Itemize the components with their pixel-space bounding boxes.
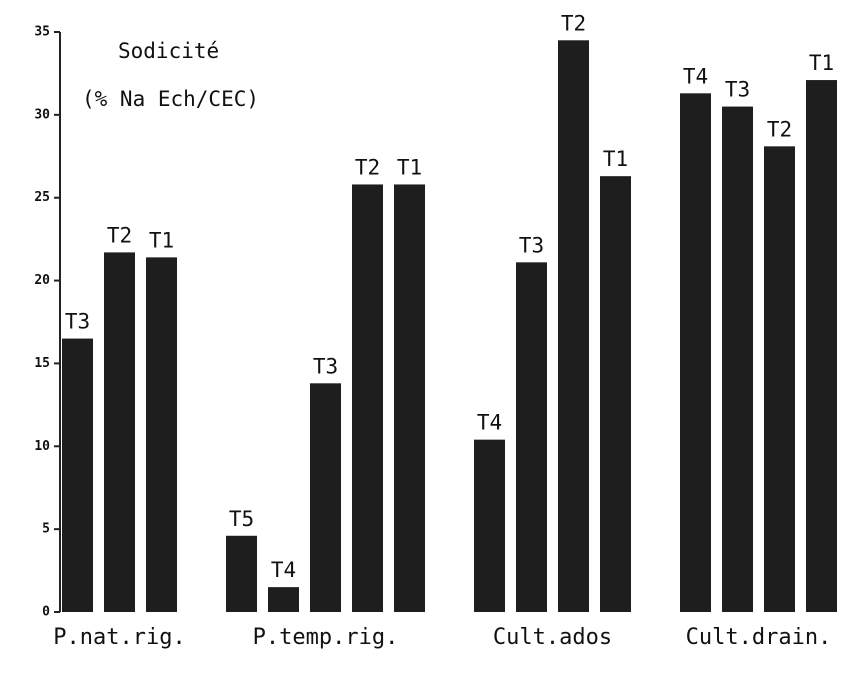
group-label: Cult.drain. <box>686 625 832 650</box>
bar <box>722 106 753 613</box>
bar <box>394 184 425 612</box>
bar <box>558 40 589 613</box>
bar <box>806 80 837 613</box>
y-tick-label: 0 <box>42 605 50 620</box>
bar-label: T2 <box>355 155 380 179</box>
bar-label: T1 <box>397 155 422 179</box>
bar-label: T3 <box>65 310 90 334</box>
y-tick-label: 5 <box>42 522 50 537</box>
bar-label: T2 <box>561 11 586 35</box>
bar <box>600 176 631 612</box>
bar-label: T4 <box>271 558 296 582</box>
bar <box>268 587 299 612</box>
y-tick-label: 35 <box>34 25 50 40</box>
y-tick-label: 30 <box>34 107 50 122</box>
bar-label: T1 <box>809 51 834 75</box>
bar-label: T3 <box>725 78 750 102</box>
bar-label: T2 <box>107 223 132 247</box>
y-tick-label: 10 <box>34 439 50 454</box>
bar-label: T4 <box>477 411 502 435</box>
group-label: P.temp.rig. <box>253 625 399 650</box>
bar <box>104 252 135 612</box>
bar <box>62 338 93 612</box>
bar <box>764 146 795 613</box>
bar-label: T3 <box>313 354 338 378</box>
group-label: P.nat.rig. <box>53 625 185 650</box>
bar <box>680 93 711 613</box>
bar-label: T5 <box>229 507 254 531</box>
y-tick-label: 25 <box>34 190 50 205</box>
group-label: Cult.ados <box>493 625 612 650</box>
bar-label: T1 <box>603 147 628 171</box>
bar <box>516 262 547 612</box>
bar <box>352 184 383 612</box>
bar-label: T2 <box>767 117 792 141</box>
bar-label: T1 <box>149 228 174 252</box>
chart-title: Sodicité <box>118 39 219 63</box>
bar-label: T4 <box>683 64 708 88</box>
bar <box>146 257 177 612</box>
chart-subtitle: (% Na Ech/CEC) <box>82 87 259 111</box>
bar-label: T3 <box>519 233 544 257</box>
bar <box>310 383 341 612</box>
bar <box>474 439 505 612</box>
y-tick-label: 15 <box>34 356 50 371</box>
y-tick-label: 20 <box>34 273 50 288</box>
bar <box>226 535 257 612</box>
